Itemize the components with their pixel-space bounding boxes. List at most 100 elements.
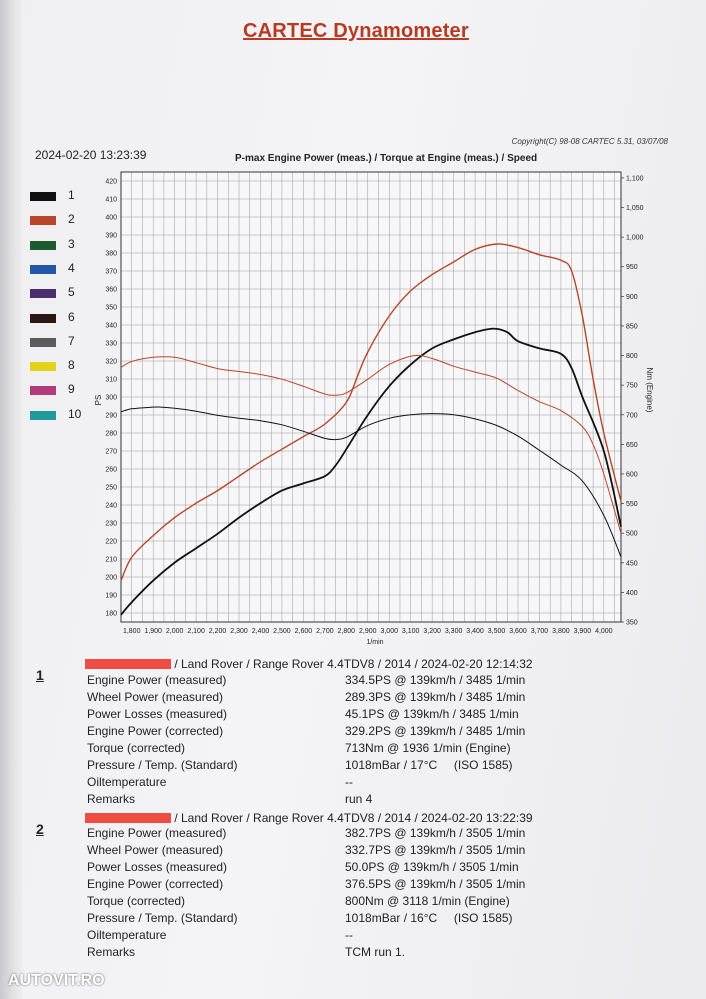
- y2-tick-label: 750: [626, 383, 638, 390]
- y-tick-label: 380: [105, 251, 117, 258]
- run-vehicle-info: / Land Rover / Range Rover 4.4TDV8 / 201…: [171, 811, 533, 825]
- result-label: Wheel Power (measured): [87, 843, 224, 857]
- run-vehicle-info: / Land Rover / Range Rover 4.4TDV8 / 201…: [171, 657, 533, 671]
- legend-swatch: [30, 216, 56, 226]
- result-label: Engine Power (corrected): [87, 877, 224, 891]
- y2-tick-label: 950: [626, 264, 638, 271]
- result-value: 289.3PS @ 139km/h / 3485 1/min: [345, 690, 526, 704]
- power-curve-run-2: [120, 243, 622, 581]
- legend-item-1: 1: [30, 188, 90, 206]
- y2-tick-label: 500: [626, 531, 638, 538]
- redaction-mark: [85, 813, 171, 823]
- legend-item-5: 5: [30, 285, 90, 303]
- y-tick-label: 350: [105, 305, 117, 312]
- y2-tick-label: 650: [626, 442, 638, 449]
- y2-tick-label: 550: [626, 501, 638, 508]
- legend-label: 9: [68, 382, 75, 397]
- x-tick-label: 2,100: [187, 628, 205, 635]
- result-value: 50.0PS @ 139km/h / 3505 1/min: [345, 860, 519, 874]
- power-curve-run-1: [120, 327, 622, 616]
- y-tick-label: 370: [105, 269, 117, 276]
- y-tick-label: 270: [105, 449, 117, 456]
- result-label: Engine Power (corrected): [87, 724, 224, 738]
- legend-item-6: 6: [30, 310, 90, 328]
- y-tick-label: 180: [105, 611, 117, 618]
- result-label: Torque (corrected): [87, 894, 186, 908]
- legend-label: 2: [68, 212, 75, 227]
- legend-item-3: 3: [30, 237, 90, 255]
- x-tick-label: 3,400: [466, 628, 484, 635]
- result-value: 334.5PS @ 139km/h / 3485 1/min: [345, 673, 526, 687]
- legend-item-2: 2: [30, 212, 90, 230]
- result-value: 713Nm @ 1936 1/min (Engine): [345, 741, 511, 755]
- document-title: CARTEC Dynamometer: [243, 20, 469, 42]
- legend-swatch: [30, 337, 56, 347]
- run-number-1: 1: [36, 667, 44, 683]
- run-number-2: 2: [36, 821, 44, 837]
- y2-tick-label: 1,050: [626, 205, 644, 212]
- legend-label: 5: [68, 285, 75, 300]
- result-label: Power Losses (measured): [87, 860, 228, 874]
- result-value: 329.2PS @ 139km/h / 3485 1/min: [345, 724, 526, 738]
- legend-swatch: [30, 240, 56, 250]
- y-tick-label: 410: [105, 197, 117, 204]
- result-label: Pressure / Temp. (Standard): [87, 911, 238, 925]
- result-label: Power Losses (measured): [87, 707, 228, 721]
- legend-swatch: [30, 289, 56, 299]
- legend-item-4: 4: [30, 261, 90, 279]
- y-tick-label: 420: [105, 179, 117, 186]
- x-tick-label: 3,100: [402, 628, 420, 635]
- y2-tick-label: 600: [626, 471, 638, 478]
- legend-label: 1: [68, 188, 75, 202]
- x-tick-label: 2,500: [273, 628, 291, 635]
- legend-label: 8: [68, 358, 75, 373]
- result-label: Engine Power (measured): [87, 673, 227, 687]
- result-label: Wheel Power (measured): [87, 690, 224, 704]
- legend-label: 6: [68, 309, 75, 324]
- x-tick-label: 2,000: [166, 628, 184, 635]
- y-tick-label: 240: [105, 503, 117, 510]
- result-value: 382.7PS @ 139km/h / 3505 1/min: [345, 826, 526, 840]
- legend-label: 3: [68, 236, 75, 251]
- chart-title: P-max Engine Power (meas.) / Torque at E…: [235, 153, 538, 164]
- y-tick-label: 290: [105, 413, 117, 420]
- legend-item-10: 10: [30, 407, 90, 425]
- torque-curve-run-1: [120, 406, 622, 558]
- x-tick-label: 2,400: [252, 628, 270, 635]
- legend-label: 7: [68, 333, 75, 348]
- y2-tick-label: 350: [626, 620, 638, 627]
- y-tick-label: 310: [105, 377, 117, 384]
- legend-item-9: 9: [30, 382, 90, 400]
- x-tick-label: 2,900: [359, 628, 377, 635]
- y2-axis-label: Nm (Engine): [645, 368, 654, 413]
- x-tick-label: 2,300: [230, 628, 248, 635]
- result-value: 1018mBar / 17°C (ISO 1585): [345, 758, 513, 772]
- run-header: / Land Rover / Range Rover 4.4TDV8 / 201…: [85, 657, 533, 671]
- result-value: 45.1PS @ 139km/h / 3485 1/min: [345, 707, 519, 721]
- y-tick-label: 300: [105, 395, 117, 402]
- report-timestamp: 2024-02-20 13:23:39: [35, 148, 147, 162]
- x-tick-label: 4,000: [595, 628, 613, 635]
- y2-tick-label: 850: [626, 323, 638, 330]
- result-value: 800Nm @ 3118 1/min (Engine): [345, 894, 510, 908]
- copyright-note: Copyright(C) 98-08 CARTEC 5.31, 03/07/08: [511, 137, 668, 146]
- x-tick-label: 1,800: [123, 628, 141, 635]
- y2-tick-label: 1,100: [626, 175, 644, 182]
- legend-swatch: [30, 192, 56, 201]
- result-label: Remarks: [87, 792, 136, 806]
- run-header: / Land Rover / Range Rover 4.4TDV8 / 201…: [85, 811, 533, 825]
- result-value: TCM run 1.: [345, 945, 406, 959]
- y2-tick-label: 700: [626, 412, 638, 419]
- y2-tick-label: 900: [626, 294, 638, 301]
- x-tick-label: 2,200: [209, 628, 227, 635]
- result-value: --: [345, 928, 353, 942]
- legend-label: 4: [68, 260, 75, 275]
- result-value: 1018mBar / 16°C (ISO 1585): [345, 911, 513, 925]
- result-value: run 4: [345, 792, 373, 806]
- legend-swatch: [30, 386, 56, 396]
- x-tick-label: 1,900: [144, 628, 162, 635]
- plot-frame: [120, 171, 622, 623]
- y2-tick-label: 1,000: [626, 235, 644, 242]
- y-tick-label: 260: [105, 467, 117, 474]
